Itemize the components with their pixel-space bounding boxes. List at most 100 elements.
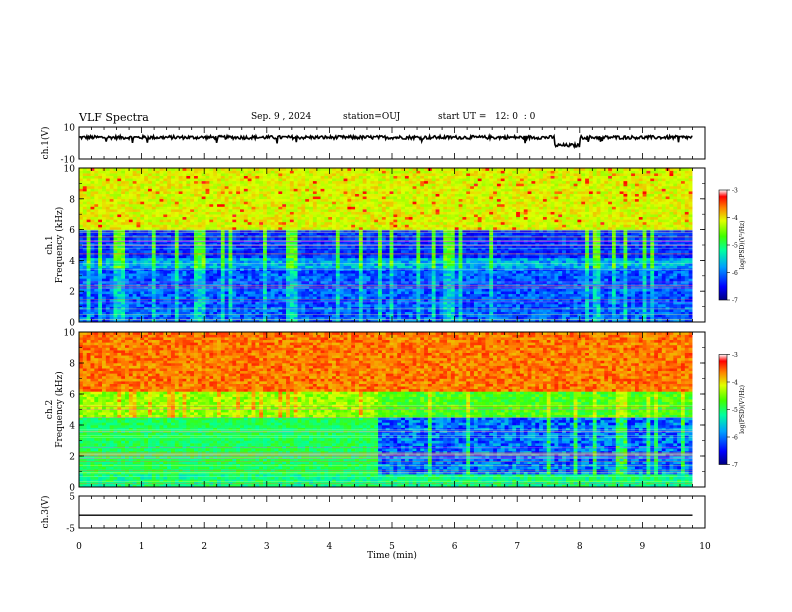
spectrogram-cell (274, 286, 279, 289)
spectrogram-cell (174, 216, 179, 220)
spectrogram-cell (274, 250, 279, 253)
spectrogram-cell (136, 178, 141, 182)
spectrogram-cell (236, 273, 241, 277)
spectrogram-cell (366, 293, 371, 297)
spectrogram-cell (151, 211, 156, 215)
spectrogram-cell (228, 229, 233, 233)
spectrogram-cell (113, 265, 118, 269)
spectrogram-cell (125, 247, 130, 251)
spectrogram-cell (86, 170, 91, 174)
spectrogram-cell (259, 262, 264, 266)
spectrogram-cell (125, 304, 130, 307)
spectrogram-cell (205, 301, 210, 305)
spectrogram-cell (159, 229, 164, 233)
spectrogram-cell (312, 193, 318, 197)
spectrogram-cell (385, 255, 390, 259)
spectrogram-cell (82, 237, 87, 241)
spectrogram-cell (205, 175, 210, 179)
spectrogram-cell (266, 188, 272, 192)
spectrogram-cell (362, 237, 367, 241)
spectrogram-cell (247, 316, 252, 320)
spectrogram-cell (105, 247, 110, 251)
spectrogram-cell (358, 265, 364, 269)
spectrogram-cell (305, 237, 310, 241)
spectrogram-cell (102, 245, 107, 248)
spectrogram-cell (201, 304, 206, 307)
spectrogram-cell (194, 188, 199, 192)
spectrogram-cell (263, 178, 268, 182)
spectrogram-cell (197, 280, 202, 284)
spectrogram-cell (259, 275, 264, 279)
spectrogram-cell (263, 301, 268, 305)
spectrogram-cell (136, 242, 141, 246)
spectrogram-cell (182, 175, 187, 179)
spectrogram-cell (374, 232, 379, 236)
spectrogram-cell (374, 224, 379, 228)
spectrogram-cell (366, 301, 371, 305)
spectrogram-cell (155, 296, 160, 300)
spectrogram-cell (209, 221, 214, 225)
spectrogram-cell (282, 219, 287, 223)
spectrogram-cell (270, 247, 275, 251)
spectrogram-cell (351, 178, 356, 182)
spectrogram-cell (190, 245, 195, 248)
spectrogram-cell (366, 216, 371, 220)
spectrogram-cell (155, 311, 160, 315)
spectrogram-cell (86, 242, 91, 246)
spectrogram-cell (205, 185, 210, 189)
spectrogram-cell (132, 293, 137, 297)
spectrogram-cell (228, 209, 233, 212)
spectrogram-cell (316, 311, 321, 315)
spectrogram-cell (220, 304, 225, 307)
spectrogram-cell (90, 188, 95, 192)
spectrogram-cell (347, 211, 352, 215)
spectrogram-cell (335, 275, 341, 279)
spectrogram-cell (289, 255, 295, 259)
spectrogram-cell (151, 191, 156, 194)
spectrogram-cell (259, 237, 264, 241)
spectrogram-cell (79, 198, 84, 202)
spectrogram-cell (232, 247, 237, 251)
spectrogram-cell (312, 237, 318, 241)
spectrogram-cell (243, 196, 248, 200)
spectrogram-cell (121, 306, 126, 310)
spectrogram-cell (385, 309, 390, 313)
spectrogram-cell (178, 206, 183, 210)
spectrogram-cell (159, 201, 164, 205)
spectrogram-cell (297, 296, 302, 300)
spectrogram-cell (286, 232, 291, 236)
spectrogram-cell (224, 286, 229, 289)
spectrogram-cell (140, 237, 145, 241)
spectrogram-cell (278, 293, 283, 297)
spectrogram-cell (305, 201, 310, 205)
spectrogram-cell (217, 301, 222, 305)
spectrogram-cell (247, 247, 252, 251)
spectrogram-cell (324, 288, 329, 292)
spectrogram-cell (259, 211, 264, 215)
spectrogram-cell (144, 178, 149, 182)
spectrogram-cell (217, 257, 222, 261)
spectrogram-cell (243, 214, 248, 218)
spectrogram-cell (136, 227, 141, 230)
spectrogram-cell (270, 221, 275, 225)
spectrogram-cell (328, 270, 333, 274)
spectrogram-cell (228, 221, 233, 225)
spectrogram-cell (136, 175, 141, 179)
spectrogram-cell (171, 232, 176, 236)
spectrogram-cell (305, 298, 310, 302)
spectrogram-cell (159, 245, 164, 248)
spectrogram-cell (109, 198, 114, 202)
spectrogram-cell (151, 270, 156, 274)
spectrogram-cell (312, 188, 318, 192)
spectrogram-cell (278, 260, 283, 264)
spectrogram-cell (159, 296, 164, 300)
spectrogram-cell (355, 188, 360, 192)
spectrogram-cell (332, 296, 337, 300)
spectrogram-cell (102, 316, 107, 320)
spectrogram-cell (102, 314, 107, 318)
spectrogram-cell (117, 229, 122, 233)
spectrogram-cell (366, 280, 371, 284)
spectrogram-cell (155, 183, 160, 187)
spectrogram-cell (266, 311, 272, 315)
spectrogram-cell (328, 216, 333, 220)
